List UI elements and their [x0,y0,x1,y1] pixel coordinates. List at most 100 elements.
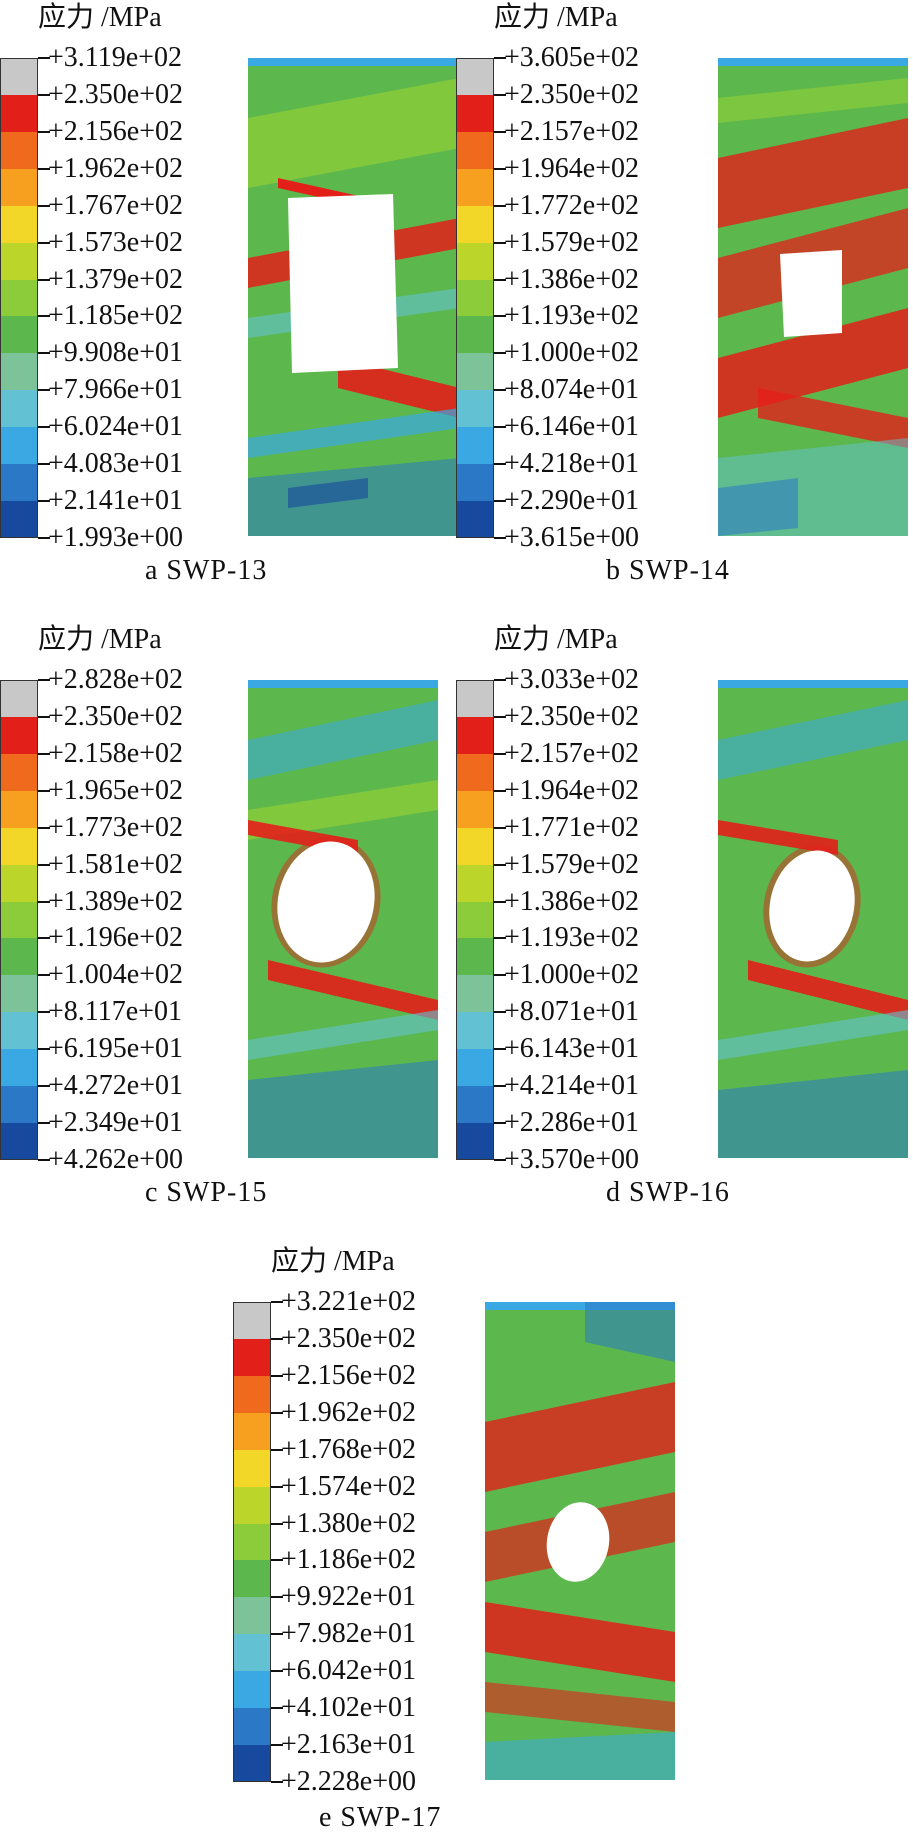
level-label: +1.965e+02 [48,774,184,806]
panel-swp-14: 应力 /MPa +3.605e+02 +2.350e+02 +2.157e+02 +1… [456,0,912,622]
tick-mark [38,937,50,940]
panel-swp-17: 应力 /MPa +3.221e+02 +2.350e+02 +2.156e+02 +1… [233,1244,693,1842]
tick-mark [494,278,506,281]
tick-mark [494,352,506,355]
color-swatch [456,938,494,976]
tick-mark [494,974,506,977]
color-swatch [0,94,38,132]
color-swatch [0,716,38,754]
stress-legend: +2.828e+02 +2.350e+02 +2.158e+02 +1.965e+02… [0,665,270,1175]
level-label: +1.193e+02 [504,922,640,954]
level-label: +1.773e+02 [48,811,184,843]
tick-mark [38,537,50,539]
level-label: +3.615e+00 [504,522,640,553]
tick-mark [494,715,506,718]
unit-label: 应力 /MPa [271,1246,395,1277]
tick-mark [494,241,506,244]
color-swatch [0,901,38,939]
color-swatch [0,1012,38,1050]
color-swatch [233,1302,271,1339]
tick-mark [494,389,506,392]
color-swatch [233,1597,271,1635]
level-label: +1.579e+02 [504,226,640,258]
level-label: +2.828e+02 [48,664,184,695]
tick-mark [38,1085,50,1088]
color-swatch [0,390,38,428]
tick-mark [494,826,506,829]
caption: e SWP-17 [319,1802,442,1833]
tick-mark [494,426,506,429]
level-label: +8.117e+01 [48,996,182,1028]
unit-label: 应力 /MPa [38,624,162,655]
color-swatch [0,753,38,791]
level-label: +4.218e+01 [504,448,640,480]
level-label: +1.000e+02 [504,959,640,991]
tick-mark [494,1159,506,1161]
color-swatch [0,427,38,465]
tick-mark [38,500,50,503]
level-label: +2.157e+02 [504,737,640,769]
color-swatch [456,131,494,169]
color-swatch [456,427,494,465]
level-label: +2.349e+01 [48,1107,184,1139]
level-label: +2.158e+02 [48,737,184,769]
stress-legend: +3.221e+02 +2.350e+02 +2.156e+02 +1.962e+02… [233,1287,503,1797]
level-label: +2.350e+02 [48,700,184,732]
level-label: +7.966e+01 [48,374,184,406]
level-label: +2.156e+02 [281,1359,417,1391]
color-swatch [0,1049,38,1087]
color-swatch [0,501,38,538]
color-swatch [456,94,494,132]
level-label: +1.767e+02 [48,189,184,221]
unit-label: 应力 /MPa [38,2,162,33]
tick-mark [38,352,50,355]
level-label: +8.071e+01 [504,996,640,1028]
tick-mark [38,1159,50,1161]
tick-mark [494,937,506,940]
color-swatch [456,790,494,828]
tick-mark [271,1374,283,1377]
tick-mark [38,130,50,133]
color-swatch [0,316,38,354]
tick-mark [271,1559,283,1562]
color-swatch [456,864,494,902]
level-label: +2.350e+02 [281,1322,417,1354]
color-swatch [456,827,494,865]
color-swatch [0,938,38,976]
tick-mark [38,463,50,466]
level-label: +2.156e+02 [48,115,184,147]
level-label: +2.286e+01 [504,1107,640,1139]
tick-mark [38,241,50,244]
color-swatch [456,279,494,317]
tick-mark [271,1411,283,1414]
color-swatch [233,1486,271,1524]
tick-mark [494,1085,506,1088]
color-swatch [456,316,494,354]
level-label: +2.157e+02 [504,115,640,147]
colorbar-frame [0,58,38,538]
tick-mark [494,1122,506,1125]
tick-mark [38,389,50,392]
color-swatch [456,1086,494,1124]
level-label: +6.143e+01 [504,1033,640,1065]
stress-legend: +3.119e+02 +2.350e+02 +2.156e+02 +1.962e+02… [0,43,270,553]
tick-mark [494,315,506,318]
tick-mark [494,167,506,170]
color-swatch [233,1375,271,1413]
color-swatch [456,205,494,243]
tick-mark [271,1670,283,1673]
tick-mark [494,900,506,903]
level-label: +1.962e+02 [48,152,184,184]
color-swatch [233,1745,271,1782]
tick-mark [38,315,50,318]
tick-mark [38,1011,50,1014]
tick-mark [494,1048,506,1051]
tick-mark [271,1707,283,1710]
level-label: +6.195e+01 [48,1033,184,1065]
level-label: +9.908e+01 [48,337,184,369]
tick-mark [494,57,506,59]
color-swatch [233,1634,271,1672]
tick-mark [38,863,50,866]
color-swatch [456,1012,494,1050]
level-label: +1.772e+02 [504,189,640,221]
